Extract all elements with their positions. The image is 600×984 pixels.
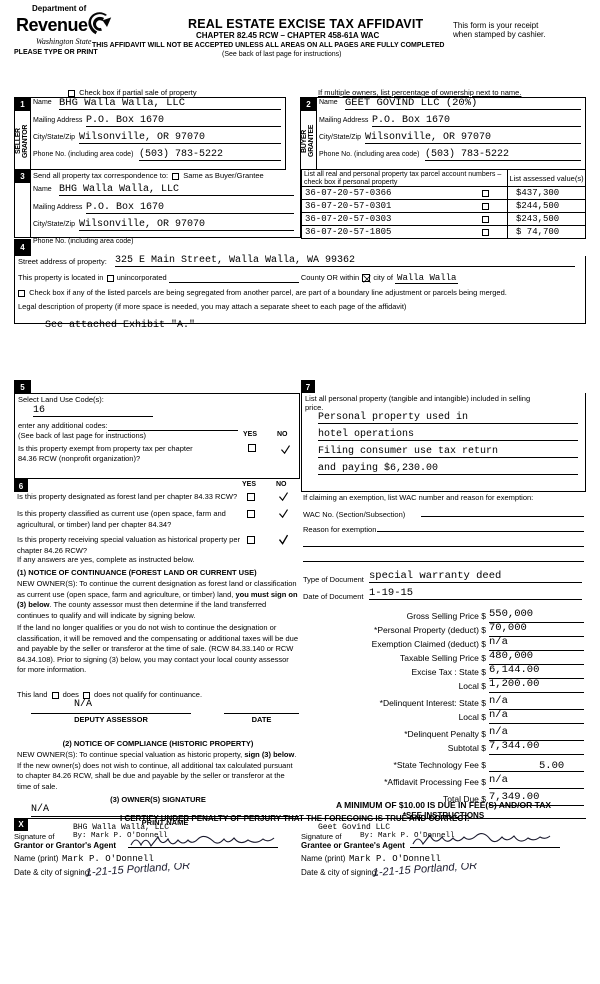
svg-text:1-21-15 Portland, OR: 1-21-15 Portland, OR: [86, 863, 191, 879]
svg-text:1-21-15 Portland, OR: 1-21-15 Portland, OR: [373, 863, 478, 879]
